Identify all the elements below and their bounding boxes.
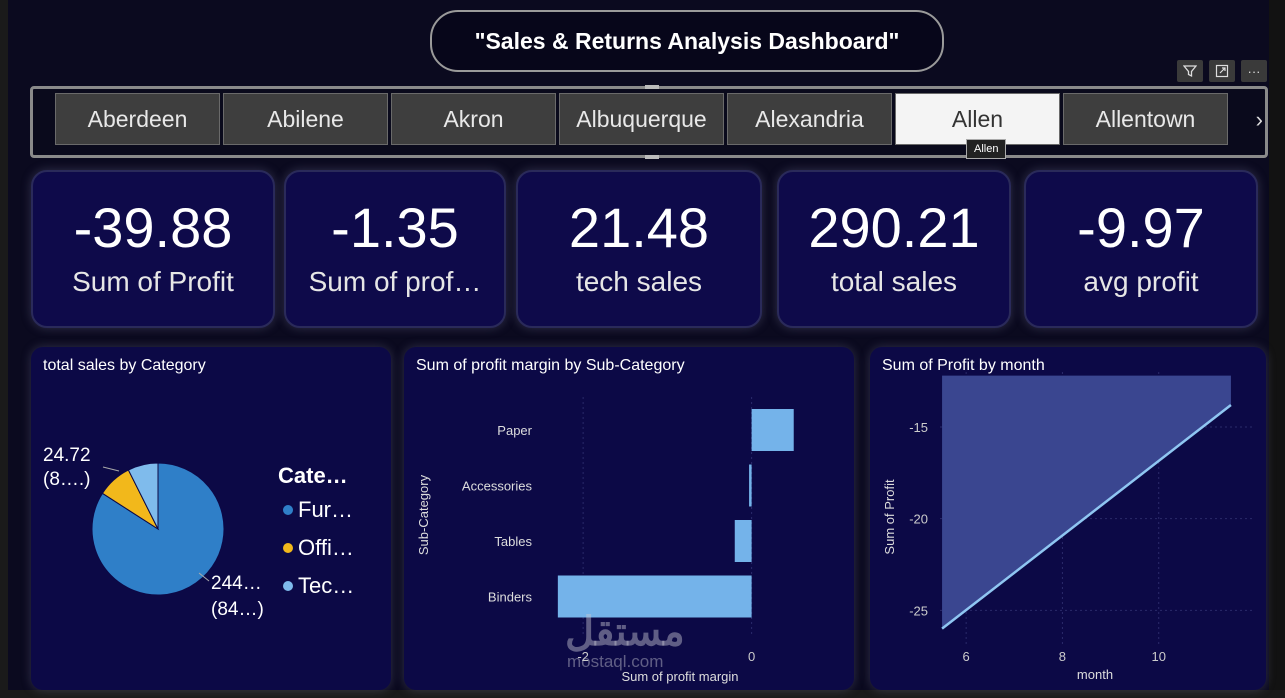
y-tick-label: -25: [909, 603, 928, 618]
leader-line-office: [102, 466, 120, 472]
kpi-label: total sales: [830, 266, 958, 297]
slicer-item-akron[interactable]: Akron: [391, 93, 556, 145]
kpi-label: Sum of Profit: [72, 266, 234, 297]
kpi-value: -39.88: [73, 196, 233, 259]
y-tick-label: -15: [909, 420, 928, 435]
x-axis-label: month: [1077, 667, 1113, 682]
kpi-label: Sum of prof…: [308, 266, 482, 297]
bar-binders[interactable]: [557, 575, 752, 618]
x-tick-label: -2: [577, 649, 589, 664]
x-tick-label: 8: [1059, 649, 1066, 664]
panel-profit-margin-by-subcategory[interactable]: Sum of profit margin by Sub-Category -2 0…: [404, 347, 854, 690]
area-chart: -15 -20 -25 6 8 10 Sum of Profit month: [882, 372, 1255, 682]
kpi-label: avg profit: [1083, 266, 1199, 297]
series-line[interactable]: [941, 404, 1232, 630]
y-tick-label: -20: [909, 512, 928, 527]
kpi-value: -1.35: [331, 196, 459, 259]
bar-accessories[interactable]: [749, 464, 752, 507]
legend-title: Cate…: [278, 463, 348, 488]
x-tick-label: 10: [1151, 649, 1165, 664]
kpi-card-sum-of-profit-margin[interactable]: -1.35 Sum of prof…: [284, 170, 506, 328]
filter-icon[interactable]: [1177, 60, 1203, 82]
legend-dot-office: [283, 543, 293, 553]
y-axis-label: Sum of Profit: [882, 479, 897, 555]
y-axis-label: Sub-Category: [416, 474, 431, 555]
kpi-card-avg-profit[interactable]: -9.97 avg profit: [1024, 170, 1258, 328]
slicer-item-albuquerque[interactable]: Albuquerque: [559, 93, 724, 145]
slicer-item-aberdeen[interactable]: Aberdeen: [55, 93, 220, 145]
data-label-office-value: 24.72: [43, 445, 91, 466]
kpi-value: 21.48: [568, 196, 710, 259]
watermark-latin: mostaql.com: [567, 652, 664, 671]
slicer-item-allentown[interactable]: Allentown: [1063, 93, 1228, 145]
area-fill[interactable]: [942, 375, 1231, 629]
kpi-card-sum-of-profit[interactable]: -39.88 Sum of Profit: [31, 170, 275, 328]
kpi-card-tech-sales[interactable]: 21.48 tech sales: [516, 170, 762, 328]
pie-slice-technology[interactable]: [127, 462, 159, 530]
window-frame-left: [0, 0, 8, 698]
slicer-tooltip: Allen: [966, 139, 1007, 159]
data-label-office-pct: (8….): [43, 469, 91, 490]
panel-total-sales-by-category[interactable]: total sales by Category 24.72 (8….) 244……: [31, 347, 391, 690]
pie-legend: Fur… Offi… Tec…: [283, 497, 354, 598]
x-tick-label: 6: [963, 649, 970, 664]
bar-paper[interactable]: [751, 409, 794, 451]
slicer-item-abilene[interactable]: Abilene: [223, 93, 388, 145]
legend-item-furniture[interactable]: Fur…: [298, 497, 353, 522]
resize-handle-top[interactable]: [645, 85, 659, 89]
panel-profit-by-month[interactable]: Sum of Profit by month -15 -20 -25 6 8 10 Sum…: [870, 347, 1266, 690]
pie-chart: 24.72 (8….) 244… (84…) Cate… Fur… Offi… Te…: [43, 445, 354, 620]
y-tick-label-binders: Binders: [488, 590, 533, 605]
city-slicer: Aberdeen Abilene Akron Albuquerque Alexandri…: [30, 85, 1268, 159]
slicer-items: Aberdeen Abilene Akron Albuquerque Alexandri…: [55, 93, 1228, 145]
kpi-value: -9.97: [1077, 196, 1205, 259]
kpi-value: 290.21: [808, 196, 980, 259]
x-tick-label: 0: [748, 649, 755, 664]
legend-dot-furniture: [283, 505, 293, 515]
watermark: مستقل mostaql.com: [565, 612, 685, 672]
bar-tables[interactable]: [734, 520, 752, 562]
legend-item-technology[interactable]: Tec…: [298, 573, 354, 598]
chart-title: total sales by Category: [43, 357, 206, 374]
chevron-right-icon[interactable]: ›: [1255, 107, 1263, 132]
y-tick-label-tables: Tables: [494, 534, 532, 549]
leader-line-furniture: [198, 572, 210, 582]
bar-chart: -2 0 Paper Accessories Tables Binders Sub-Cat…: [416, 397, 794, 684]
window-frame-right: [1269, 0, 1285, 698]
chart-title: Sum of Profit by month: [882, 357, 1045, 374]
watermark-arabic: مستقل: [565, 610, 685, 654]
resize-handle-bottom[interactable]: [645, 155, 659, 159]
window-frame-bottom: [0, 690, 1285, 698]
focus-mode-icon[interactable]: [1209, 60, 1235, 82]
dashboard-title: "Sales & Returns Analysis Dashboard": [430, 10, 944, 72]
chart-title: Sum of profit margin by Sub-Category: [416, 357, 685, 374]
more-options-icon[interactable]: ···: [1241, 60, 1267, 82]
kpi-card-total-sales[interactable]: 290.21 total sales: [777, 170, 1011, 328]
legend-item-office[interactable]: Offi…: [298, 535, 354, 560]
legend-dot-technology: [283, 581, 293, 591]
y-tick-label-paper: Paper: [497, 423, 532, 438]
kpi-label: tech sales: [575, 266, 703, 297]
data-label-furniture-value: 244…: [211, 573, 262, 594]
slicer-item-alexandria[interactable]: Alexandria: [727, 93, 892, 145]
data-label-furniture-pct: (84…): [211, 599, 264, 620]
slicer-item-allen[interactable]: Allen: [895, 93, 1060, 145]
visual-toolbar: ···: [1177, 60, 1267, 82]
x-axis-label: Sum of profit margin: [621, 669, 738, 684]
y-tick-label-accessories: Accessories: [462, 479, 533, 494]
